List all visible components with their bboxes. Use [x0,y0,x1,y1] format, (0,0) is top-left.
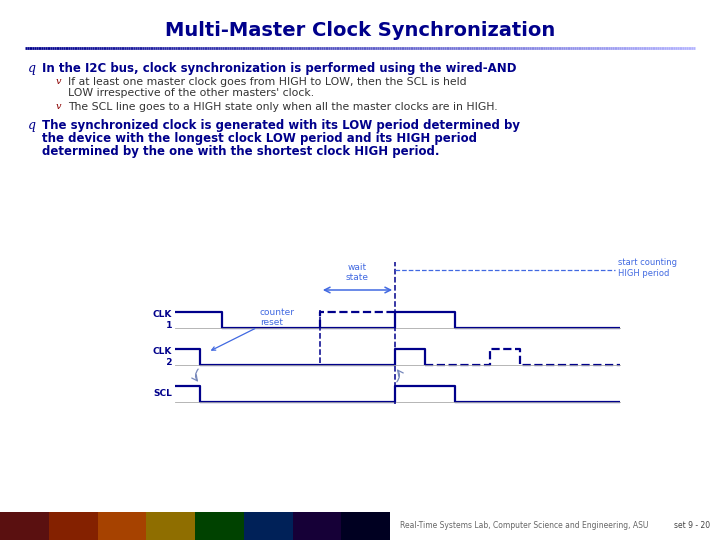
Text: counter
reset: counter reset [212,308,295,350]
Text: CLK
  1: CLK 1 [153,310,172,330]
Bar [49,512,97,540]
Bar [146,512,195,540]
Text: The SCL line goes to a HIGH state only when all the master clocks are in HIGH.: The SCL line goes to a HIGH state only w… [68,102,498,112]
Text: determined by the one with the shortest clock HIGH period.: determined by the one with the shortest … [42,145,439,158]
Bar [195,512,244,540]
Text: wait
state: wait state [346,262,369,282]
Text: LOW irrespective of the other masters' clock.: LOW irrespective of the other masters' c… [68,88,314,98]
Bar [0,512,49,540]
Text: the device with the longest clock LOW period and its HIGH period: the device with the longest clock LOW pe… [42,132,477,145]
Text: CLK
  2: CLK 2 [153,347,172,367]
Text: Multi-Master Clock Synchronization: Multi-Master Clock Synchronization [165,21,555,39]
Text: If at least one master clock goes from HIGH to LOW, then the SCL is held: If at least one master clock goes from H… [68,77,467,87]
Bar [97,512,146,540]
Bar [292,512,341,540]
Text: SCL: SCL [153,389,172,399]
Text: q: q [28,62,36,75]
Text: set 9 - 20: set 9 - 20 [674,522,710,530]
Bar [244,512,292,540]
Bar [341,512,390,540]
Text: start counting
HIGH period: start counting HIGH period [618,258,677,278]
Text: v: v [56,102,61,111]
Text: Real-Time Systems Lab, Computer Science and Engineering, ASU: Real-Time Systems Lab, Computer Science … [400,522,649,530]
Text: q: q [28,119,36,132]
Text: In the I2C bus, clock synchronization is performed using the wired-AND: In the I2C bus, clock synchronization is… [42,62,516,75]
Text: v: v [56,77,61,86]
Text: The synchronized clock is generated with its LOW period determined by: The synchronized clock is generated with… [42,119,520,132]
Bar [0,512,390,540]
